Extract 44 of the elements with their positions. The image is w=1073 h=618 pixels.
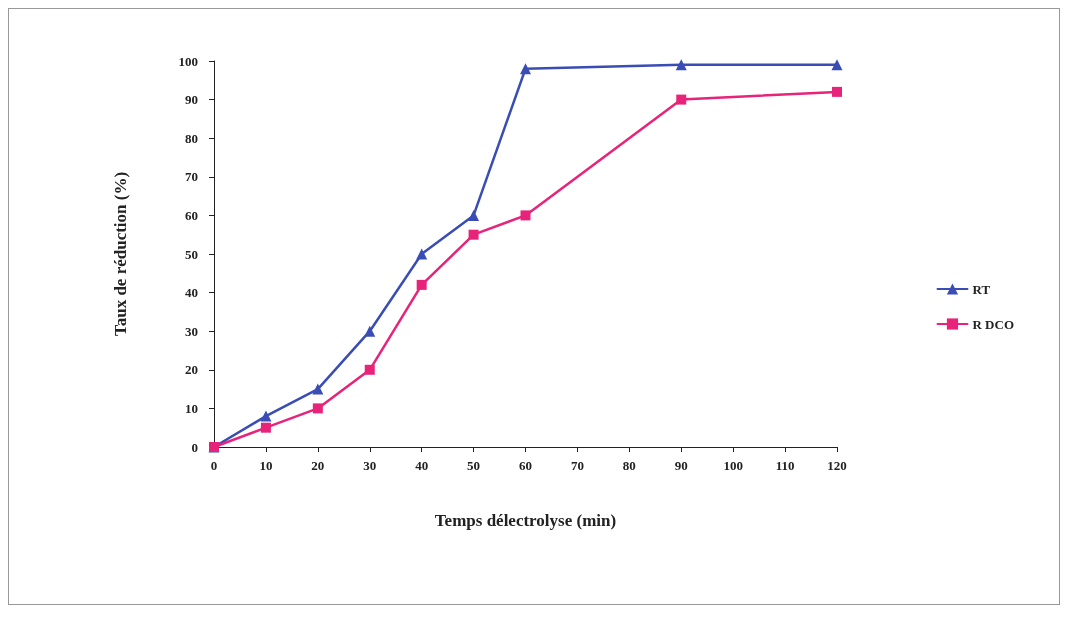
point [364, 325, 376, 337]
x-tick-label: 110 [775, 458, 795, 473]
x-tick-label: 0 [210, 458, 218, 473]
point [676, 94, 687, 105]
x-tick-label: 20 [311, 458, 325, 473]
point [520, 63, 531, 75]
x-tick-label: 10 [259, 458, 273, 473]
legend-label: R DCO [972, 316, 1014, 332]
y-tick-label: 90 [185, 92, 198, 108]
x-tick-label: 50 [467, 458, 481, 473]
x-tick-label: 70 [570, 458, 584, 473]
y-tick-label: 40 [185, 285, 198, 301]
y-tick-label: 80 [185, 130, 198, 146]
x-tick-label: 40 [415, 458, 429, 473]
x-tick-label: 80 [622, 458, 636, 473]
legend-label: RT [972, 281, 991, 297]
point [832, 86, 842, 97]
y-tick-label: 20 [185, 362, 198, 378]
point [364, 364, 375, 375]
point [260, 422, 271, 433]
point [468, 229, 479, 240]
x-tick-label: 30 [363, 458, 377, 473]
x-tick-label: 60 [519, 458, 532, 473]
y-tick-label: 70 [185, 169, 198, 185]
x-tick-label: 90 [674, 458, 688, 473]
y-axis-title: Taux de réduction (%) [111, 171, 130, 337]
point [675, 59, 687, 71]
y-tick-label: 60 [185, 207, 198, 223]
y-tick-label: 100 [178, 53, 198, 69]
point [416, 279, 427, 290]
point [312, 383, 324, 395]
point [831, 59, 843, 71]
y-tick-label: 30 [185, 323, 198, 339]
y-tick-label: 50 [185, 246, 198, 262]
point [520, 210, 531, 221]
point [312, 403, 323, 414]
y-tick-label: 0 [191, 439, 198, 455]
x-tick-label: 100 [723, 458, 743, 473]
point [468, 209, 480, 221]
point [416, 248, 428, 260]
x-tick-label: 120 [827, 458, 847, 473]
y-tick-label: 10 [185, 400, 198, 416]
x-axis-title: Temps délectrolyse (min) [434, 511, 617, 530]
point [260, 410, 272, 422]
